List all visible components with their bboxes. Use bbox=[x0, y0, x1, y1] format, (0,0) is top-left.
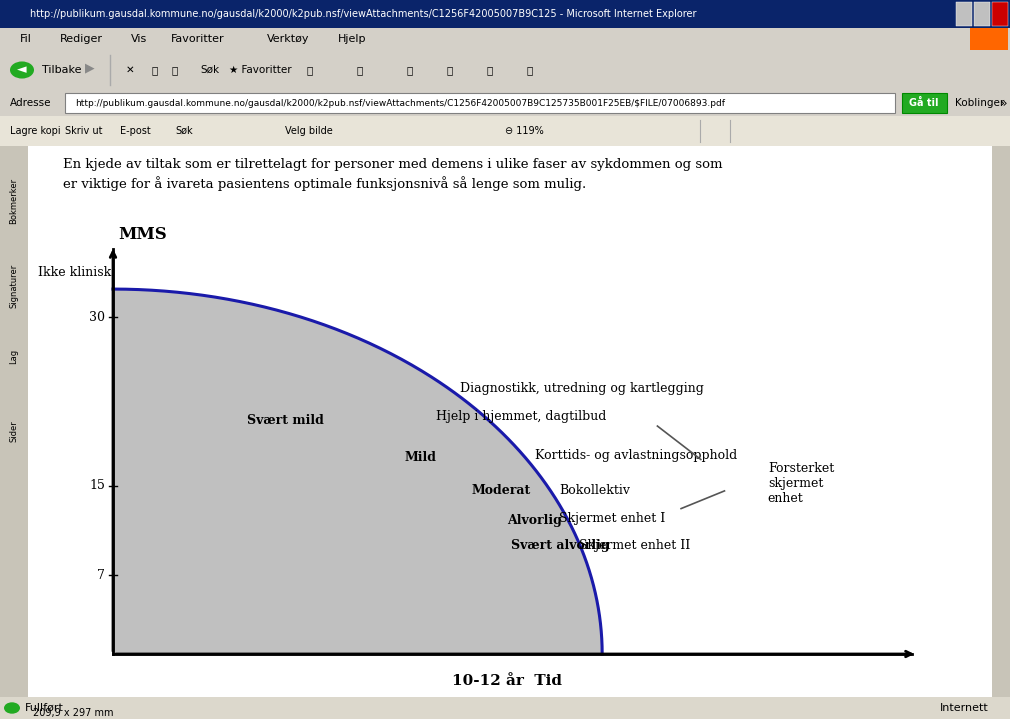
Text: Søk: Søk bbox=[200, 65, 219, 75]
Text: 📧: 📧 bbox=[357, 65, 364, 75]
Bar bbox=[956, 2, 972, 26]
Text: ▶: ▶ bbox=[85, 62, 95, 75]
Text: Hjelp: Hjelp bbox=[338, 34, 367, 44]
Text: 209,9 x 297 mm: 209,9 x 297 mm bbox=[33, 708, 113, 718]
Text: Koblinger: Koblinger bbox=[955, 98, 1004, 108]
Text: Lag: Lag bbox=[9, 349, 18, 364]
Text: Skjermet enhet I: Skjermet enhet I bbox=[559, 512, 665, 525]
Bar bbox=[28, 146, 992, 719]
Text: Bokmerker: Bokmerker bbox=[9, 178, 18, 224]
Text: 👤: 👤 bbox=[487, 65, 493, 75]
Text: 👤: 👤 bbox=[527, 65, 533, 75]
Circle shape bbox=[10, 61, 34, 78]
Text: Hjelp i hjemmet, dagtilbud: Hjelp i hjemmet, dagtilbud bbox=[436, 410, 607, 423]
Text: ★ Favoritter: ★ Favoritter bbox=[228, 65, 291, 75]
Bar bbox=[0, 90, 1010, 116]
Text: Fil: Fil bbox=[20, 34, 32, 44]
Bar bbox=[0, 697, 1010, 719]
Text: 15: 15 bbox=[89, 479, 105, 492]
Text: Søk: Søk bbox=[175, 126, 193, 136]
Bar bbox=[992, 2, 1008, 26]
Text: Tilbake: Tilbake bbox=[42, 65, 82, 75]
Text: 🖨: 🖨 bbox=[407, 65, 413, 75]
Text: 🏠: 🏠 bbox=[172, 65, 178, 75]
Text: En kjede av tiltak som er tilrettelagt for personer med demens i ulike faser av : En kjede av tiltak som er tilrettelagt f… bbox=[63, 158, 722, 171]
Text: ✕: ✕ bbox=[125, 65, 134, 75]
Text: Svært alvorlig: Svært alvorlig bbox=[511, 539, 610, 552]
Text: Lagre kopi: Lagre kopi bbox=[10, 126, 61, 136]
Text: Verktøy: Verktøy bbox=[267, 34, 309, 44]
Text: http://publikum.gausdal.kommune.no/gausdal/k2000/k2pub.nsf/viewAttachments/C1256: http://publikum.gausdal.kommune.no/gausd… bbox=[75, 99, 725, 108]
Text: Gå til: Gå til bbox=[909, 98, 938, 108]
Text: Fullført: Fullført bbox=[25, 703, 64, 713]
Text: Skriv ut: Skriv ut bbox=[65, 126, 102, 136]
Text: Alvorlig: Alvorlig bbox=[507, 514, 563, 527]
Text: er viktige for å ivareta pasientens optimale funksjonsnivå så lenge som mulig.: er viktige for å ivareta pasientens opti… bbox=[63, 176, 586, 191]
Text: Signaturer: Signaturer bbox=[9, 264, 18, 308]
Text: http://publikum.gausdal.kommune.no/gausdal/k2000/k2pub.nsf/viewAttachments/C1256: http://publikum.gausdal.kommune.no/gausd… bbox=[30, 9, 697, 19]
Bar bbox=[992, 146, 1010, 719]
Text: 7: 7 bbox=[97, 569, 105, 582]
Text: Sider: Sider bbox=[9, 420, 18, 442]
Text: ⊖ 119%: ⊖ 119% bbox=[505, 126, 543, 136]
Text: Korttids- og avlastningsopphold: Korttids- og avlastningsopphold bbox=[535, 449, 737, 462]
Bar bbox=[65, 93, 895, 113]
Text: Favoritter: Favoritter bbox=[171, 34, 224, 44]
Text: ◄: ◄ bbox=[17, 63, 27, 76]
Text: Adresse: Adresse bbox=[10, 98, 52, 108]
Text: 🔄: 🔄 bbox=[307, 65, 313, 75]
Text: Internett: Internett bbox=[940, 703, 989, 713]
Text: Mild: Mild bbox=[405, 451, 437, 464]
Text: 📁: 📁 bbox=[446, 65, 453, 75]
Text: »: » bbox=[1000, 96, 1008, 109]
Bar bbox=[28, 704, 992, 719]
Text: Velg bilde: Velg bilde bbox=[285, 126, 332, 136]
Text: Ikke klinisk: Ikke klinisk bbox=[38, 266, 111, 279]
Text: 10-12 år  Tid: 10-12 år Tid bbox=[452, 674, 563, 688]
Bar bbox=[0, 0, 1010, 28]
Text: 30: 30 bbox=[89, 311, 105, 324]
Bar bbox=[974, 2, 990, 26]
Text: Bokollektiv: Bokollektiv bbox=[559, 485, 630, 498]
Text: 🔄: 🔄 bbox=[152, 65, 159, 75]
Text: Skjermet enhet II: Skjermet enhet II bbox=[579, 539, 690, 551]
Text: MMS: MMS bbox=[118, 226, 167, 243]
Circle shape bbox=[4, 702, 20, 714]
Text: Diagnostikk, utredning og kartlegging: Diagnostikk, utredning og kartlegging bbox=[461, 383, 704, 395]
Text: Vis: Vis bbox=[131, 34, 147, 44]
Polygon shape bbox=[113, 289, 602, 654]
Text: Moderat: Moderat bbox=[472, 485, 531, 498]
Text: Rediger: Rediger bbox=[60, 34, 103, 44]
Text: Forsterket
skjermet
enhet: Forsterket skjermet enhet bbox=[768, 462, 834, 505]
Bar bbox=[902, 93, 947, 113]
Bar bbox=[0, 50, 1010, 90]
Text: E-post: E-post bbox=[120, 126, 150, 136]
Bar bbox=[0, 116, 1010, 146]
Bar bbox=[970, 28, 1008, 50]
Text: Svært mild: Svært mild bbox=[247, 413, 324, 426]
Bar bbox=[0, 146, 28, 719]
Bar bbox=[0, 28, 1010, 50]
